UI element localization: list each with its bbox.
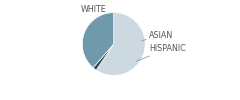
Text: WHITE: WHITE — [81, 5, 107, 18]
Text: ASIAN: ASIAN — [141, 31, 173, 41]
Text: HISPANIC: HISPANIC — [136, 44, 186, 61]
Wedge shape — [82, 13, 114, 68]
Wedge shape — [93, 44, 114, 70]
Wedge shape — [96, 13, 145, 75]
